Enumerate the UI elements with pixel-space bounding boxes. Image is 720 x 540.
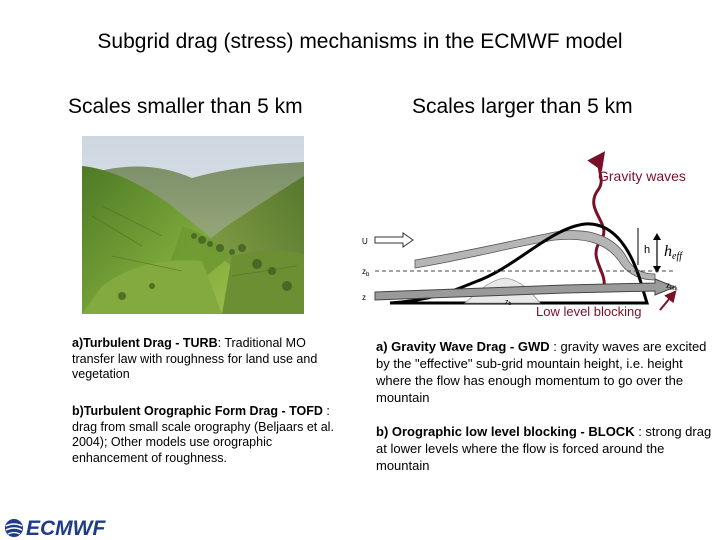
z-marker-label: zb [505, 299, 512, 307]
orographic-form-drag-description: b)Turbulent Orographic Form Drag - TOFD … [72, 404, 347, 466]
h-label: h [644, 244, 650, 256]
turbulent-drag-description: a)Turbulent Drag - TURB: Traditional MO … [72, 336, 347, 383]
valley-photo [82, 136, 304, 314]
upper-flow-band [414, 230, 656, 281]
heff-label: heff [664, 243, 683, 262]
gravity-waves-label: Gravity waves [598, 168, 686, 184]
mountain-flow-diagram: Gravity waves U zb z zb h heff zblk Low … [362, 151, 686, 319]
u-arrow [374, 232, 414, 248]
ecmwf-globe-icon [5, 519, 23, 537]
zb-label: zb [362, 267, 370, 278]
gravity-wave-drag-label: a) Gravity Wave Drag - GWD [376, 339, 550, 354]
low-level-blocking-label: Low level blocking [536, 304, 642, 319]
gravity-wave-arrow [587, 151, 606, 289]
blocking-description: b) Orographic low level blocking - BLOCK… [376, 423, 716, 474]
heading-large-scales: Scales larger than 5 km [412, 95, 633, 118]
gravity-wave-drag-description: a) Gravity Wave Drag - GWD : gravity wav… [376, 338, 720, 406]
turbulent-drag-label: a)Turbulent Drag - TURB [72, 336, 218, 350]
heading-small-scales: Scales smaller than 5 km [68, 95, 303, 118]
blocking-text: : strong drag at lower levels where the … [376, 424, 712, 473]
u-label: U [362, 237, 368, 246]
gravity-wave-drag-text: : gravity waves are excited by the "effe… [376, 339, 707, 405]
orographic-form-drag-label: b)Turbulent Orographic Form Drag - TOFD [72, 404, 323, 418]
z-label: z [362, 293, 366, 302]
turbulent-drag-text: : Traditional MO transfer law with rough… [72, 336, 318, 381]
zblk-label: zblk [666, 280, 678, 292]
ecmwf-logo: ECMWF [5, 517, 106, 540]
blocking-label: b) Orographic low level blocking - BLOCK [376, 424, 635, 439]
ecmwf-wordmark: ECMWF [26, 517, 106, 540]
orographic-form-drag-text: : drag from small scale orography (Belja… [72, 404, 334, 465]
blocking-pointer [659, 290, 677, 311]
slide-title: Subgrid drag (stress) mechanisms in the … [97, 30, 623, 53]
